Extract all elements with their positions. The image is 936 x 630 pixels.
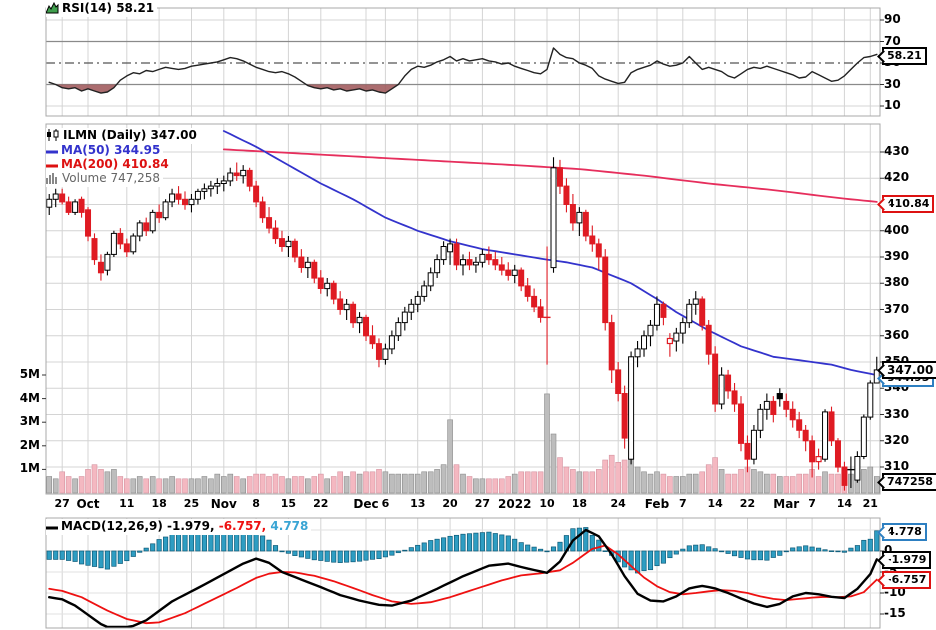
ma200-legend: MA(200) 410.84 — [46, 157, 172, 173]
volume-bars-icon — [46, 173, 59, 187]
ma200-label: MA(200) 410.84 — [61, 157, 169, 171]
rsi-axis-label: 10 — [884, 98, 901, 112]
macd-value: -1.979, — [167, 519, 215, 533]
ma50-label: MA(50) 344.95 — [61, 143, 161, 157]
macd-axis-label: -15 — [884, 606, 906, 620]
date-label: 18 — [151, 497, 167, 510]
macd-name: MACD(12,26,9) — [61, 519, 163, 533]
price-axis-label: 360 — [884, 327, 910, 342]
date-label: 21 — [862, 497, 878, 510]
date-label: 10 — [539, 497, 555, 510]
price-axis-label: 370 — [884, 301, 910, 316]
date-label: Mar — [773, 497, 800, 511]
date-label: 20 — [442, 497, 458, 510]
date-label: 22 — [313, 497, 329, 510]
ma200-line-icon — [46, 159, 58, 173]
ma50-legend: MA(50) 344.95 — [46, 143, 164, 159]
price-axis-label: 320 — [884, 432, 910, 447]
date-label: Dec — [353, 497, 379, 511]
volume-axis-label: 3M — [19, 414, 40, 429]
rsi-axis-label: 70 — [884, 33, 901, 48]
macd-line-callout: -1.979 — [882, 551, 932, 569]
symbol-label: ILMN (Daily) 347.00 — [63, 128, 197, 142]
macd-signal-value: -6.757, — [218, 519, 267, 533]
date-label: 6 — [381, 497, 390, 510]
date-label: 27 — [474, 497, 491, 510]
candlestick-icon — [46, 129, 60, 144]
macd-hist-value: 4.778 — [270, 519, 309, 533]
date-label: 7 — [808, 497, 816, 510]
date-label: 14 — [836, 497, 853, 510]
date-label: Oct — [76, 497, 100, 511]
date-label: 25 — [183, 497, 200, 510]
date-label: 11 — [119, 497, 135, 510]
date-label: 15 — [280, 497, 297, 510]
volume-legend: Volume 747,258 — [46, 171, 164, 187]
price-axis-label: 400 — [884, 222, 910, 237]
date-label: 18 — [571, 497, 588, 510]
price-axis-label: 380 — [884, 275, 910, 290]
date-label: 27 — [54, 497, 70, 510]
volume-label: Volume 747,258 — [62, 171, 161, 185]
volume-axis-label: 5M — [19, 367, 40, 381]
volume-value-callout: 747258 — [882, 473, 936, 491]
price-axis-label: 390 — [884, 249, 910, 263]
macd-hist-callout: 4.778 — [882, 523, 927, 541]
symbol-legend: ILMN (Daily) 347.00 — [46, 128, 200, 144]
volume-axis-label: 1M — [19, 461, 40, 476]
date-label: Nov — [210, 497, 237, 511]
rsi-value-callout: 58.21 — [882, 47, 927, 65]
date-label: 22 — [739, 497, 756, 510]
macd-signal-callout: -6.757 — [882, 571, 932, 589]
last-price-callout: 347.00 — [882, 361, 936, 379]
rsi-legend-label: RSI(14) 58.21 — [62, 1, 155, 15]
rsi-axis-label: 90 — [884, 12, 901, 26]
date-label: 13 — [410, 497, 426, 510]
rsi-axis-label: 30 — [884, 76, 901, 91]
date-label: 7 — [678, 497, 687, 510]
price-axis-label: 420 — [884, 170, 910, 185]
price-axis-label: 310 — [884, 459, 910, 473]
price-axis-label: 330 — [884, 406, 910, 421]
volume-axis-label: 4M — [19, 390, 40, 405]
date-label: 2022 — [498, 497, 532, 511]
macd-legend: MACD(12,26,9) -1.979, -6.757, 4.778 — [46, 519, 312, 535]
date-label: 24 — [610, 497, 626, 510]
volume-axis-label: 2M — [19, 437, 40, 452]
date-label: 8 — [252, 497, 260, 510]
date-label: 14 — [707, 497, 723, 510]
date-label: Feb — [644, 497, 670, 511]
ma50-line-icon — [46, 145, 58, 159]
rsi-area-icon — [45, 1, 59, 17]
macd-line-icon — [46, 521, 58, 535]
macd-axis-label: 0 — [884, 543, 893, 557]
ma200-value-callout: 410.84 — [882, 195, 935, 213]
rsi-legend: RSI(14) 58.21 — [45, 1, 158, 17]
price-axis-label: 430 — [884, 144, 910, 158]
